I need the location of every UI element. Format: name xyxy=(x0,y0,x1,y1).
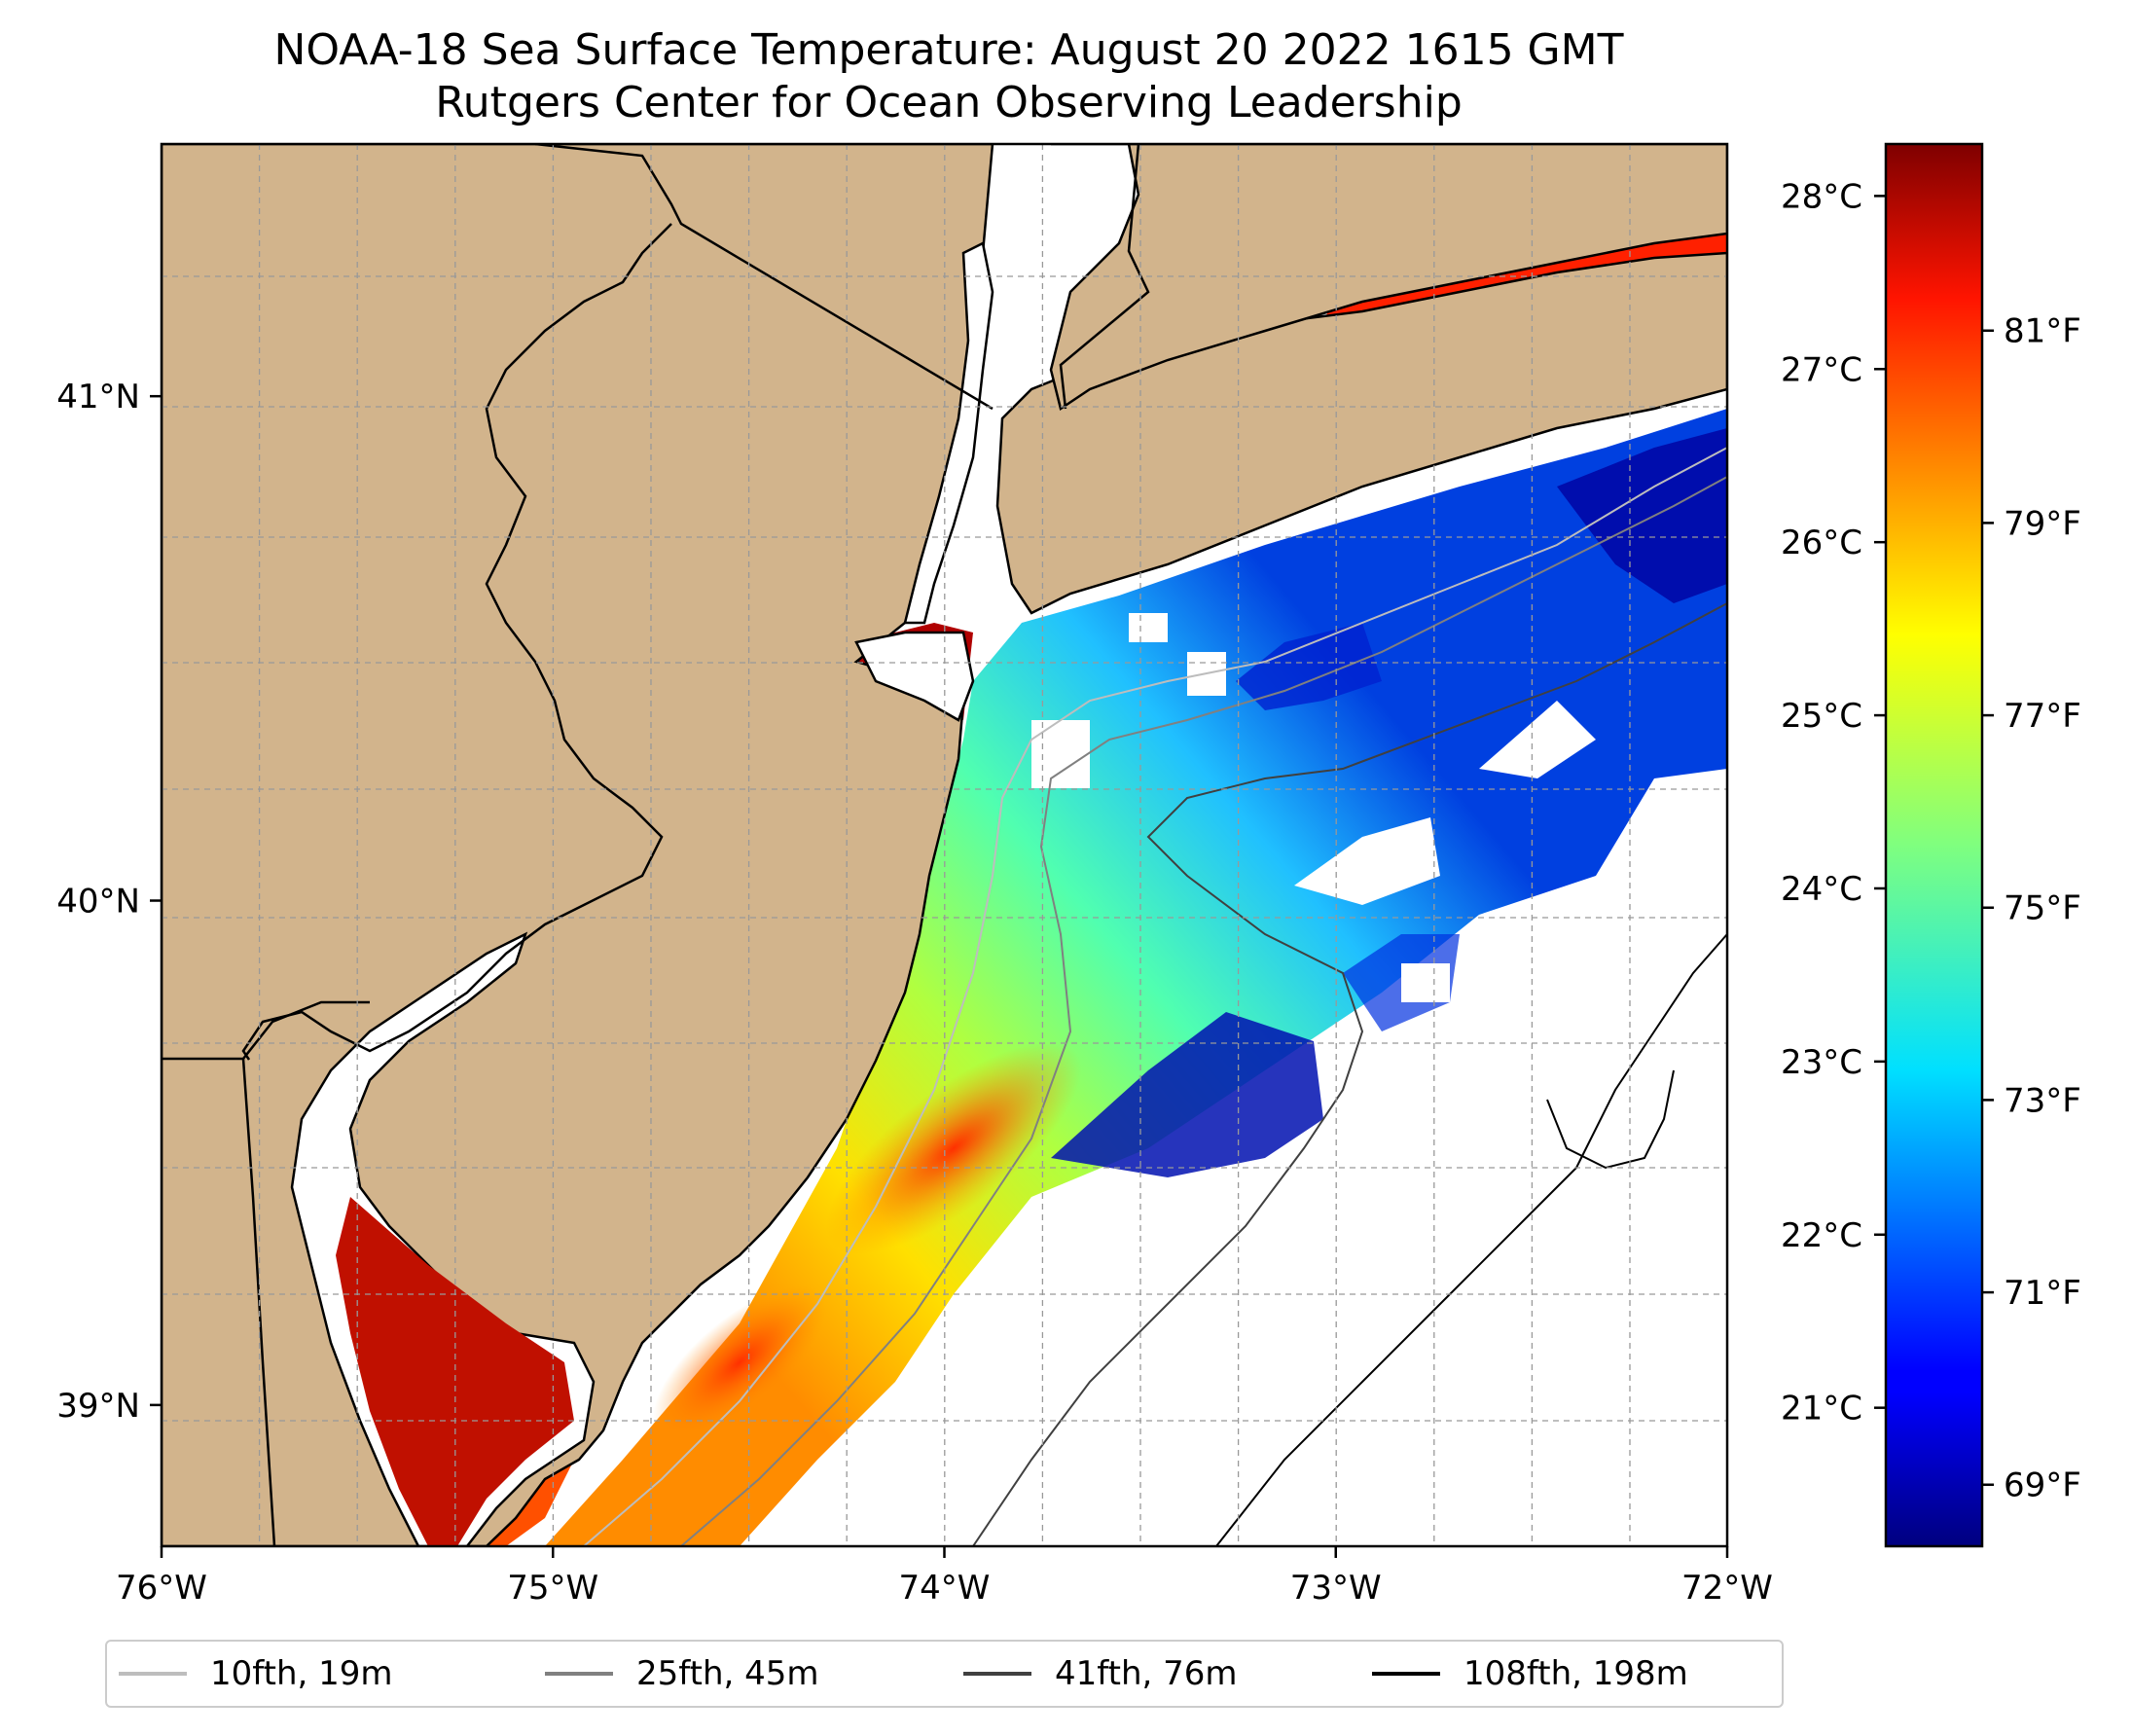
sst-warm-core xyxy=(825,1041,1082,1255)
title-line-2: Rutgers Center for Ocean Observing Leade… xyxy=(435,78,1463,127)
colorbar-axes: 21°C 22°C 23°C 24°C 25°C 26°C 27°C 28°C 69°F 71°F… xyxy=(1781,177,2081,1504)
land-delaware-bay-sst xyxy=(336,1197,574,1546)
fahrenheit-tick-label: 75°F xyxy=(2004,889,2081,928)
map-area xyxy=(162,144,1727,1546)
celsius-tick-label: 28°C xyxy=(1781,177,1862,216)
legend-item: 10fth, 19m xyxy=(119,1642,393,1706)
legend-label: 10fth, 19m xyxy=(210,1654,393,1693)
sst-cold-offshore xyxy=(1557,428,1727,603)
isobath-45m xyxy=(680,476,1727,1546)
isobath-19m xyxy=(583,447,1727,1546)
legend-swatch xyxy=(119,1672,187,1676)
celsius-tick-label: 21°C xyxy=(1781,1390,1862,1429)
lon-tick-label: 76°W xyxy=(116,1569,207,1608)
legend-swatch xyxy=(963,1672,1031,1676)
lon-tick-label: 74°W xyxy=(899,1569,991,1608)
celsius-tick-label: 22°C xyxy=(1781,1216,1862,1255)
sst-warm-core-2 xyxy=(652,1285,827,1439)
cloud-gap xyxy=(1129,613,1168,642)
colorbar xyxy=(1884,142,1984,1548)
ny-ct-boundary xyxy=(1059,144,1150,410)
legend-label: 41fth, 76m xyxy=(1055,1654,1238,1693)
legend-label: 108fth, 198m xyxy=(1463,1654,1688,1693)
legend: 10fth, 19m 25fth, 45m 41fth, 76m 108fth, 19… xyxy=(105,1640,1784,1708)
sst-shelf-field xyxy=(545,409,1727,1546)
celsius-tick-label: 24°C xyxy=(1781,870,1862,909)
sst-cold-nearshore xyxy=(1236,623,1382,710)
lon-tick-label: 72°W xyxy=(1681,1569,1773,1608)
cloud-gap xyxy=(1031,720,1090,788)
lon-tick-label: 75°W xyxy=(507,1569,598,1608)
state-boundaries xyxy=(162,144,1150,1546)
legend-swatch xyxy=(1372,1672,1440,1676)
celsius-tick-label: 27°C xyxy=(1781,350,1862,389)
legend-item: 41fth, 76m xyxy=(963,1642,1238,1706)
fahrenheit-tick-label: 69°F xyxy=(2004,1466,2081,1505)
title-line-1: NOAA-18 Sea Surface Temperature: August … xyxy=(273,25,1624,75)
celsius-tick-label: 23°C xyxy=(1781,1043,1862,1082)
isobath-198m-spur xyxy=(1546,1069,1675,1170)
cloud-gap xyxy=(1294,817,1440,905)
fahrenheit-tick-label: 79°F xyxy=(2004,504,2081,543)
lat-tick-label: 39°N xyxy=(56,1387,140,1426)
lon-tick-label: 73°W xyxy=(1290,1569,1382,1608)
legend-label: 25fth, 45m xyxy=(636,1654,819,1693)
land-connecticut xyxy=(1049,144,1727,412)
celsius-tick-label: 26°C xyxy=(1781,524,1862,562)
land-hudson-river xyxy=(903,241,994,625)
fahrenheit-tick-label: 81°F xyxy=(2004,312,2081,351)
map-axes: 76°W 75°W 74°W 73°W 72°W 41°N 40°N 39°N xyxy=(56,378,1773,1608)
legend-item: 25fth, 45m xyxy=(545,1642,819,1706)
cloud-gap xyxy=(1479,701,1596,778)
fahrenheit-tick-label: 73°F xyxy=(2004,1081,2081,1120)
cloud-gap xyxy=(1401,963,1450,1002)
legend-swatch xyxy=(545,1672,613,1676)
lat-tick-label: 40°N xyxy=(56,883,140,922)
sst-cold-band xyxy=(1051,1012,1323,1177)
isobaths xyxy=(583,447,1727,1546)
celsius-tick-label: 25°C xyxy=(1781,697,1862,736)
de-md-boundary xyxy=(162,1057,276,1546)
lat-tick-label: 41°N xyxy=(56,378,140,416)
fahrenheit-tick-label: 71°F xyxy=(2004,1274,2081,1313)
legend-item: 108fth, 198m xyxy=(1372,1642,1688,1706)
pa-de-arc xyxy=(242,1000,370,1060)
fahrenheit-tick-label: 77°F xyxy=(2004,697,2081,736)
nj-ny-boundary xyxy=(534,144,994,411)
land-raritan-bay xyxy=(854,631,975,722)
gridlines xyxy=(162,144,1727,1546)
isobath-76m xyxy=(972,602,1727,1546)
land xyxy=(162,144,1727,1546)
nj-pa-boundary xyxy=(241,223,672,1061)
